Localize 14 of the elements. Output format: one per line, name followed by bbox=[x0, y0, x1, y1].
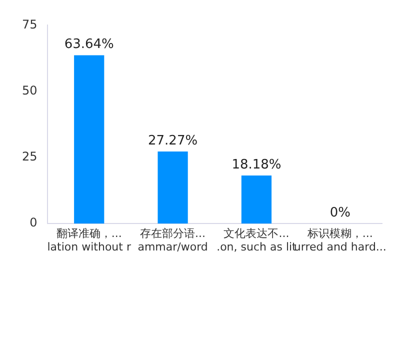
data-label: 27.27% bbox=[148, 133, 198, 148]
y-tick-label: 0 bbox=[30, 216, 38, 230]
bar bbox=[74, 55, 104, 224]
y-tick-label: 50 bbox=[22, 83, 38, 98]
x-tick-label: 翻译准确，... lation without r bbox=[47, 227, 132, 254]
data-label: 18.18% bbox=[232, 157, 282, 172]
data-label: 0% bbox=[330, 205, 350, 220]
bar bbox=[158, 151, 188, 224]
y-tick-label: 25 bbox=[22, 150, 38, 164]
data-label: 63.64% bbox=[64, 37, 114, 52]
x-tick-label: 标识模糊，... urred and hard... bbox=[294, 227, 386, 254]
bar bbox=[241, 176, 272, 224]
x-tick-label: 存在部分语... ammar/word bbox=[138, 227, 208, 254]
y-tick-label: 75 bbox=[22, 17, 38, 32]
